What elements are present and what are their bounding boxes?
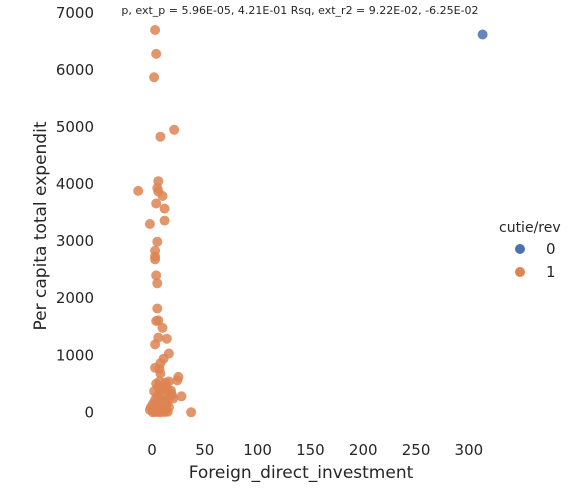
data-point-series-1 xyxy=(172,375,183,386)
data-point-series-1 xyxy=(186,407,197,418)
y-axis-label: Per capita total expendit xyxy=(31,121,51,330)
x-tick-label: 250 xyxy=(402,441,431,459)
y-tick-label: 6000 xyxy=(56,61,94,79)
y-tick-label: 2000 xyxy=(56,289,94,307)
data-point-series-1 xyxy=(150,25,161,35)
legend-marker-1 xyxy=(515,267,525,277)
data-point-series-1 xyxy=(150,254,161,265)
data-point-series-1 xyxy=(152,303,163,314)
y-tick-label: 4000 xyxy=(56,175,94,193)
y-tick-label: 5000 xyxy=(56,118,94,136)
y-tick-label: 0 xyxy=(84,403,94,421)
data-point-series-1 xyxy=(150,339,161,350)
data-point-series-1 xyxy=(168,393,179,404)
y-tick-label: 3000 xyxy=(56,232,94,250)
y-tick-label: 7000 xyxy=(56,4,94,22)
x-axis-label: Foreign_direct_investment xyxy=(189,463,414,483)
data-point-series-1 xyxy=(157,322,168,333)
data-point-series-0 xyxy=(477,29,488,40)
data-points xyxy=(133,25,488,418)
data-point-series-1 xyxy=(155,131,166,142)
x-tick-label: 0 xyxy=(147,441,157,459)
x-tick-label: 300 xyxy=(455,441,484,459)
data-point-series-1 xyxy=(151,270,162,281)
x-tick-label: 150 xyxy=(296,441,325,459)
y-tick-label: 1000 xyxy=(56,346,94,364)
data-point-series-1 xyxy=(151,198,162,209)
data-point-series-1 xyxy=(159,407,170,417)
data-point-series-1 xyxy=(144,219,155,229)
data-point-series-1 xyxy=(159,203,170,214)
data-point-series-1 xyxy=(155,368,166,379)
data-point-series-1 xyxy=(159,215,170,226)
chart-title: p, ext_p = 5.96E-05, 4.21E-01 Rsq, ext_r… xyxy=(121,4,478,17)
data-point-series-1 xyxy=(152,236,163,247)
data-point-series-1 xyxy=(133,185,144,196)
legend-marker-0 xyxy=(515,244,525,254)
legend-label-0: 0 xyxy=(546,240,556,258)
legend-label-1: 1 xyxy=(546,263,556,281)
data-point-series-1 xyxy=(157,191,168,201)
data-point-series-1 xyxy=(169,124,180,135)
data-point-series-1 xyxy=(145,402,156,413)
legend: cutie/rev 0 1 xyxy=(499,220,561,281)
x-axis-ticks: 0 50 100 150 200 250 300 xyxy=(147,441,483,459)
data-point-series-1 xyxy=(176,391,187,402)
x-tick-label: 50 xyxy=(195,441,214,459)
x-tick-label: 200 xyxy=(349,441,378,459)
data-point-series-1 xyxy=(153,315,164,326)
data-point-series-1 xyxy=(152,278,163,289)
data-point-series-1 xyxy=(161,333,172,344)
y-axis-ticks: 0 1000 2000 3000 4000 5000 6000 7000 xyxy=(56,4,94,421)
data-point-series-1 xyxy=(151,48,162,59)
legend-title: cutie/rev xyxy=(499,220,561,236)
data-point-series-1 xyxy=(149,72,160,83)
x-tick-label: 100 xyxy=(243,441,272,459)
